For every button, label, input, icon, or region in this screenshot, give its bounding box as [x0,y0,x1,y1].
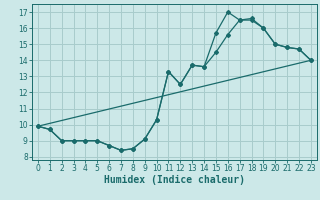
X-axis label: Humidex (Indice chaleur): Humidex (Indice chaleur) [104,175,245,185]
